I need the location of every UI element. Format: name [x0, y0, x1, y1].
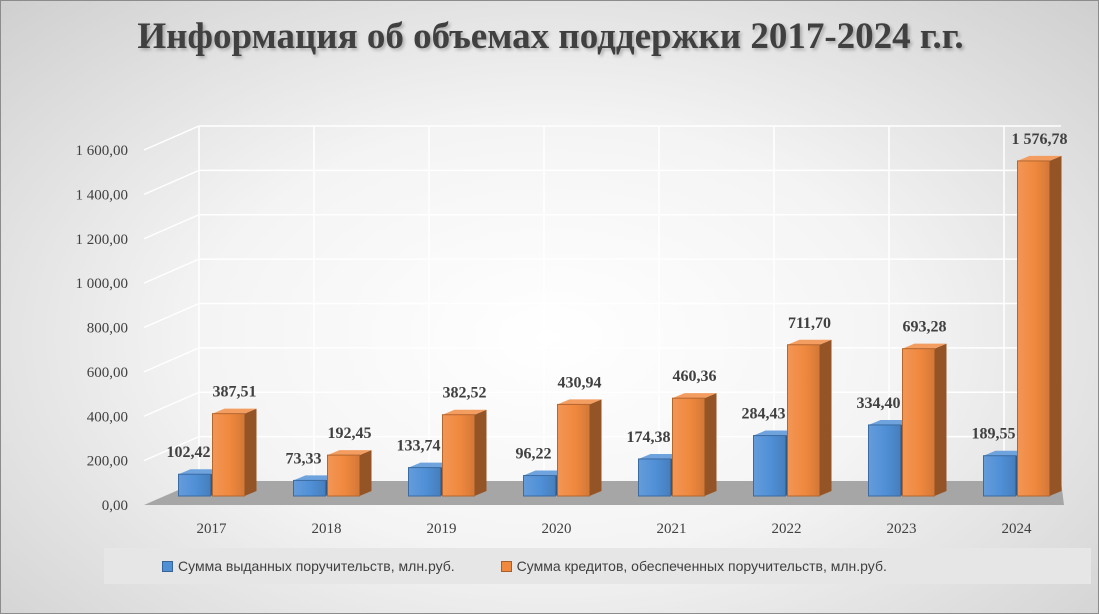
gridline-side: [143, 258, 200, 284]
bar-credits: [212, 408, 257, 497]
gridline-side: [143, 214, 200, 240]
gridline-side: [143, 435, 200, 462]
gridline-side: [143, 302, 200, 329]
data-label: 382,52: [443, 385, 487, 402]
bar-credits: [787, 339, 832, 497]
data-label: 711,70: [788, 315, 831, 332]
legend-item-guarantees: Сумма выданных поручительств, млн.руб.: [162, 558, 455, 574]
legend-item-credits: Сумма кредитов, обеспеченных поручительс…: [500, 558, 887, 574]
data-label: 334,40: [857, 395, 901, 412]
y-tick-label: 800,00: [87, 321, 128, 337]
chart-floor: [144, 481, 1064, 505]
data-label: 284,43: [742, 406, 786, 423]
bar-credits: [442, 409, 487, 497]
data-label: 133,74: [397, 438, 441, 455]
bar-credits: [557, 399, 602, 497]
legend-swatch-credits: [500, 560, 512, 572]
data-label: 693,28: [903, 319, 947, 336]
chart-legend: Сумма выданных поручительств, млн.руб. С…: [104, 548, 1091, 584]
bar-credits: [672, 393, 717, 497]
gridline-side: [143, 169, 200, 196]
legend-label-credits: Сумма кредитов, обеспеченных поручительс…: [516, 558, 887, 574]
x-tick-label: 2017: [197, 521, 228, 537]
y-tick-label: 400,00: [87, 409, 128, 425]
data-label: 73,33: [286, 450, 322, 467]
chart-title: Информация об объемах поддержки 2017-202…: [137, 16, 964, 57]
y-tick-label: 0,00: [102, 498, 128, 514]
y-tick-label: 600,00: [87, 365, 128, 381]
y-tick-label: 1 400,00: [76, 187, 129, 203]
data-label: 96,22: [516, 446, 552, 463]
y-tick-label: 200,00: [87, 454, 128, 470]
x-tick-label: 2019: [427, 521, 457, 537]
gridline-side: [143, 391, 200, 417]
gridline-side: [143, 347, 200, 373]
x-tick-label: 2018: [312, 521, 342, 537]
bar-credits: [1017, 155, 1062, 497]
data-label: 1 576,78: [1012, 131, 1068, 148]
gridline-side: [143, 125, 200, 151]
data-label: 192,45: [328, 425, 372, 442]
y-tick-label: 1 200,00: [76, 232, 129, 248]
data-label: 102,42: [167, 444, 211, 461]
data-label: 174,38: [627, 429, 671, 446]
x-tick-label: 2021: [657, 521, 687, 537]
x-tick-label: 2022: [772, 521, 802, 537]
x-tick-label: 2020: [542, 521, 572, 537]
legend-swatch-guarantees: [162, 560, 173, 572]
x-tick-label: 2023: [887, 521, 917, 537]
y-tick-label: 1 000,00: [76, 276, 129, 292]
data-label: 387,51: [213, 384, 257, 401]
data-label: 430,94: [558, 374, 602, 391]
bar-credits: [902, 343, 947, 497]
data-label: 189,55: [972, 426, 1016, 443]
x-tick-label: 2024: [1002, 521, 1033, 537]
bar-credits: [327, 450, 372, 497]
legend-label-guarantees: Сумма выданных поручительств, млн.руб.: [178, 558, 455, 574]
data-label: 460,36: [673, 368, 717, 385]
y-tick-label: 1 600,00: [76, 143, 129, 159]
